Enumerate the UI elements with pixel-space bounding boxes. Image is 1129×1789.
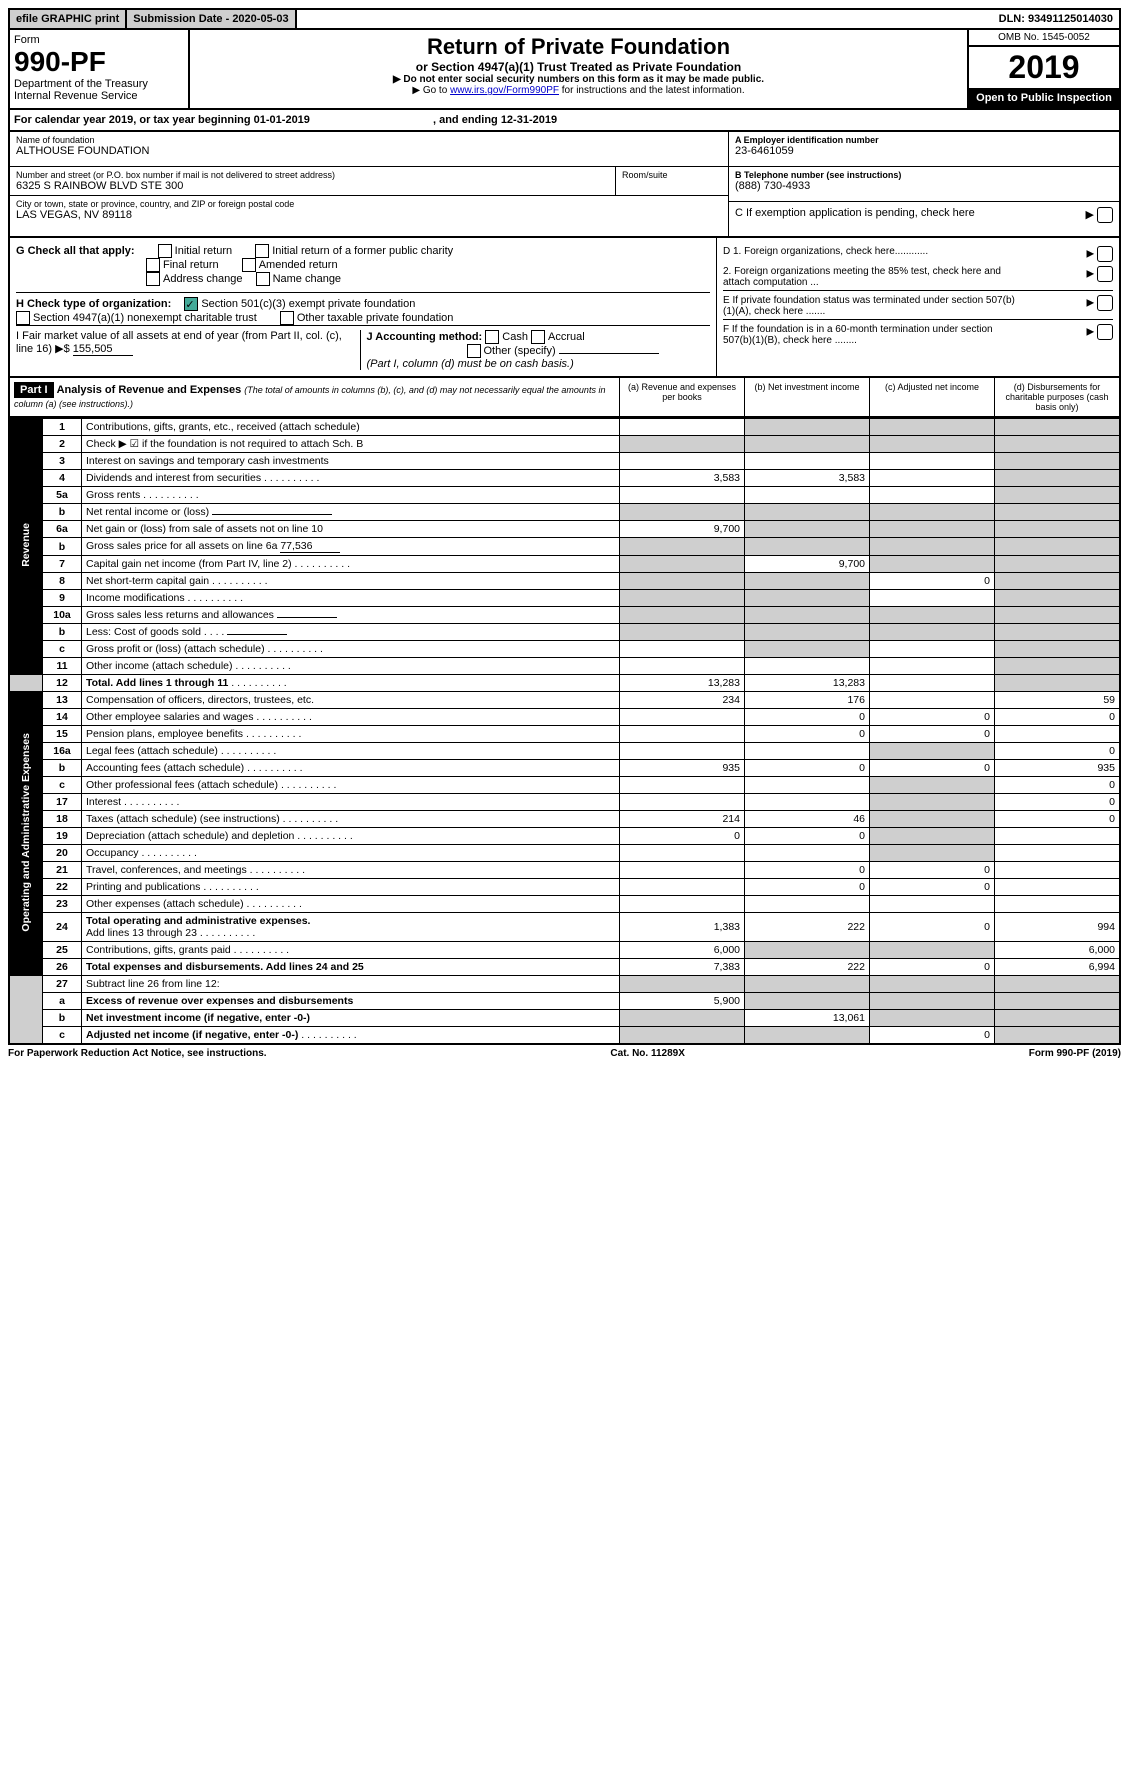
checks-section: G Check all that apply: Initial return I… (8, 238, 1121, 378)
irs-label: Internal Revenue Service (14, 90, 184, 102)
chk-initial[interactable] (158, 244, 172, 258)
col-d-header: (d) Disbursements for charitable purpose… (994, 378, 1119, 416)
part1-badge: Part I (14, 382, 54, 398)
j-label: J Accounting method: (367, 331, 483, 343)
part1-title: Analysis of Revenue and Expenses (57, 384, 242, 396)
open-to-public: Open to Public Inspection (969, 88, 1119, 108)
chk-name[interactable] (256, 272, 270, 286)
chk-cash[interactable] (485, 330, 499, 344)
col-a-header: (a) Revenue and expenses per books (619, 378, 744, 416)
i-fmv-value: 155,505 (73, 343, 133, 356)
instructions-link-row: ▶ Go to www.irs.gov/Form990PF for instru… (194, 85, 963, 96)
chk-other-method[interactable] (467, 344, 481, 358)
tel-label: B Telephone number (see instructions) (735, 170, 1113, 180)
e-checkbox[interactable] (1097, 295, 1113, 311)
dln: DLN: 93491125014030 (993, 10, 1119, 28)
cat-no: Cat. No. 11289X (610, 1048, 684, 1059)
d1-label: D 1. Foreign organizations, check here..… (723, 246, 928, 262)
e-label: E If private foundation status was termi… (723, 295, 1023, 317)
h-label: H Check type of organization: (16, 298, 171, 310)
expenses-side-label: Operating and Administrative Expenses (20, 723, 32, 942)
telephone: (888) 730-4933 (735, 180, 1113, 192)
instructions-link[interactable]: www.irs.gov/Form990PF (450, 85, 559, 96)
form-number: 990-PF (14, 46, 184, 78)
ein-label: A Employer identification number (735, 135, 1113, 145)
chk-501c3[interactable]: ✓ (184, 297, 198, 311)
form-title: Return of Private Foundation (194, 34, 963, 60)
d2-label: 2. Foreign organizations meeting the 85%… (723, 266, 1023, 288)
city-label: City or town, state or province, country… (16, 199, 722, 209)
chk-accrual[interactable] (531, 330, 545, 344)
ein: 23-6461059 (735, 145, 1113, 157)
chk-address[interactable] (146, 272, 160, 286)
col-c-header: (c) Adjusted net income (869, 378, 994, 416)
efile-print-button[interactable]: efile GRAPHIC print (10, 10, 127, 28)
i-label: I Fair market value of all assets at end… (16, 330, 342, 355)
name-label: Name of foundation (16, 135, 722, 145)
header-bar: efile GRAPHIC print Submission Date - 20… (8, 8, 1121, 30)
tax-year: 2019 (969, 47, 1119, 88)
revenue-side-label: Revenue (20, 513, 32, 577)
street-address: 6325 S RAINBOW BLVD STE 300 (16, 180, 609, 192)
g-label: G Check all that apply: (16, 245, 135, 257)
chk-initial-former[interactable] (255, 244, 269, 258)
d1-checkbox[interactable] (1097, 246, 1113, 262)
c-exemption-label: C If exemption application is pending, c… (735, 207, 975, 223)
part1-table: Revenue 1Contributions, gifts, grants, e… (8, 418, 1121, 1045)
org-info: Name of foundation ALTHOUSE FOUNDATION N… (8, 132, 1121, 238)
page-footer: For Paperwork Reduction Act Notice, see … (8, 1045, 1121, 1062)
d2-checkbox[interactable] (1097, 266, 1113, 282)
chk-final[interactable] (146, 258, 160, 272)
form-ref: Form 990-PF (2019) (1029, 1048, 1121, 1059)
dept-treasury: Department of the Treasury (14, 78, 184, 90)
paperwork-notice: For Paperwork Reduction Act Notice, see … (8, 1048, 267, 1059)
part1-header-row: Part I Analysis of Revenue and Expenses … (8, 378, 1121, 418)
city-state-zip: LAS VEGAS, NV 89118 (16, 209, 722, 221)
chk-amended[interactable] (242, 258, 256, 272)
addr-label: Number and street (or P.O. box number if… (16, 170, 609, 180)
omb-number: OMB No. 1545-0052 (969, 30, 1119, 47)
chk-4947[interactable] (16, 311, 30, 325)
f-label: F If the foundation is in a 60-month ter… (723, 324, 1023, 346)
col-b-header: (b) Net investment income (744, 378, 869, 416)
calendar-year-row: For calendar year 2019, or tax year begi… (8, 110, 1121, 132)
ssn-warning: ▶ Do not enter social security numbers o… (194, 74, 963, 85)
chk-other-taxable[interactable] (280, 311, 294, 325)
form-label: Form (14, 34, 184, 46)
form-header: Form 990-PF Department of the Treasury I… (8, 30, 1121, 110)
room-label: Room/suite (622, 170, 722, 180)
f-checkbox[interactable] (1097, 324, 1113, 340)
submission-date: Submission Date - 2020-05-03 (127, 10, 296, 28)
j-note: (Part I, column (d) must be on cash basi… (367, 358, 574, 370)
form-subtitle: or Section 4947(a)(1) Trust Treated as P… (194, 60, 963, 74)
c-checkbox[interactable] (1097, 207, 1113, 223)
foundation-name: ALTHOUSE FOUNDATION (16, 145, 722, 157)
